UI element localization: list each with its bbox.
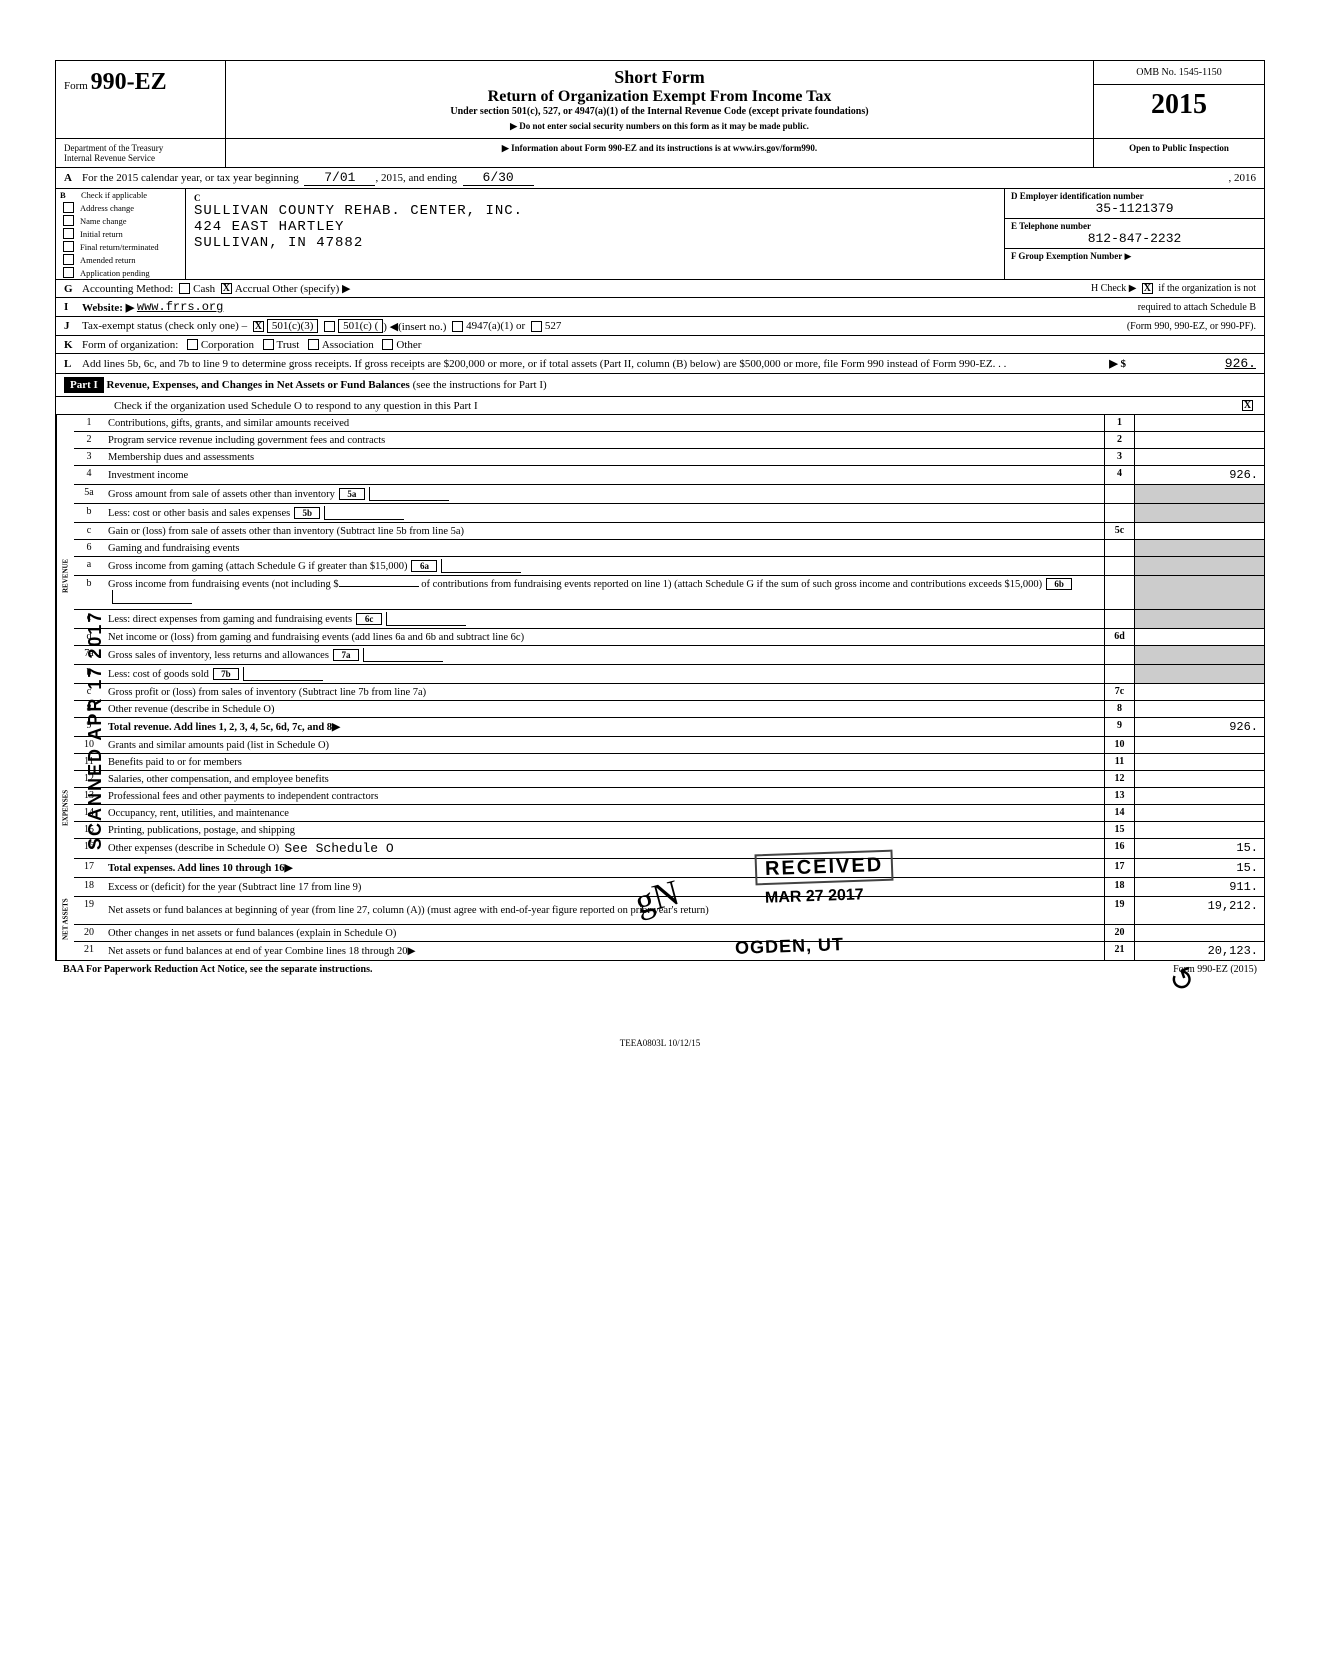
teea-code: TEEA0803L 10/12/15: [55, 1038, 1265, 1048]
line-14: 14Occupancy, rent, utilities, and mainte…: [74, 805, 1264, 822]
open-public: Open to Public Inspection: [1094, 139, 1264, 167]
cb-association[interactable]: [308, 339, 319, 350]
return-title: Return of Organization Exempt From Incom…: [232, 88, 1087, 106]
section-d: D Employer identification number 35-1121…: [1005, 189, 1264, 219]
line-7a: 7aGross sales of inventory, less returns…: [74, 646, 1264, 665]
header-left: Form 990-EZ: [56, 61, 226, 138]
cb-corporation[interactable]: [187, 339, 198, 350]
line-6c: cLess: direct expenses from gaming and f…: [74, 610, 1264, 629]
line-g: G Accounting Method: Cash Accrual Other …: [56, 280, 1264, 298]
cb-accrual[interactable]: [221, 283, 232, 294]
cb-amended[interactable]: Amended return: [56, 253, 185, 266]
line-k: K Form of organization: Corporation Trus…: [56, 336, 1264, 354]
org-name: SULLIVAN COUNTY REHAB. CENTER, INC.: [194, 203, 996, 219]
header-center: Short Form Return of Organization Exempt…: [226, 61, 1094, 138]
line-6a: aGross income from gaming (attach Schedu…: [74, 557, 1264, 576]
section-c: C SULLIVAN COUNTY REHAB. CENTER, INC. 42…: [186, 189, 1004, 279]
line-11: 11Benefits paid to or for members11: [74, 754, 1264, 771]
tax-end[interactable]: 6/30: [463, 170, 534, 186]
cb-501c3[interactable]: [253, 321, 264, 332]
subtitle2: ▶ Do not enter social security numbers o…: [232, 121, 1087, 132]
info-link: ▶ Information about Form 990-EZ and its …: [226, 139, 1094, 167]
header-right: OMB No. 1545-1150 2015: [1094, 61, 1264, 138]
org-address: 424 EAST HARTLEY: [194, 219, 996, 235]
line-12: 12Salaries, other compensation, and empl…: [74, 771, 1264, 788]
cb-other[interactable]: [382, 339, 393, 350]
cb-final-return[interactable]: Final return/terminated: [56, 240, 185, 253]
sub-header: Department of the Treasury Internal Reve…: [56, 139, 1264, 168]
cb-cash[interactable]: [179, 283, 190, 294]
part1-check: Check if the organization used Schedule …: [56, 397, 1264, 415]
tax-begin[interactable]: 7/01: [304, 170, 375, 186]
ogden-stamp: OGDEN, UT: [735, 934, 845, 959]
scanned-stamp: SCANNED APR 17 2017: [85, 611, 106, 850]
line-6: 6Gaming and fundraising events: [74, 540, 1264, 557]
line-9: 9Total revenue. Add lines 1, 2, 3, 4, 5c…: [74, 718, 1264, 737]
line-a: A For the 2015 calendar year, or tax yea…: [56, 168, 1264, 189]
line-20: 20Other changes in net assets or fund ba…: [74, 925, 1264, 942]
ein: 35-1121379: [1011, 201, 1258, 216]
received-date-stamp: MAR 27 2017: [765, 886, 864, 907]
line-6b: bGross income from fundraising events (n…: [74, 576, 1264, 610]
line-3: 3Membership dues and assessments3: [74, 449, 1264, 466]
form-990ez: Form 990-EZ Short Form Return of Organiz…: [55, 60, 1265, 961]
footer: BAA For Paperwork Reduction Act Notice, …: [55, 961, 1265, 978]
section-e: E Telephone number 812-847-2232: [1005, 219, 1264, 249]
form-label: Form: [64, 80, 88, 92]
line-10: 10Grants and similar amounts paid (list …: [74, 737, 1264, 754]
dept-treasury: Department of the Treasury Internal Reve…: [56, 139, 226, 167]
cb-schedule-b[interactable]: [1142, 283, 1153, 294]
org-city: SULLIVAN, IN 47882: [194, 235, 996, 251]
line-5b: bLess: cost or other basis and sales exp…: [74, 504, 1264, 523]
assets-label: NET ASSETS: [56, 878, 74, 960]
revenue-label: REVENUE: [56, 415, 74, 737]
line-l: L Add lines 5b, 6c, and 7b to line 9 to …: [56, 354, 1264, 374]
cb-501c[interactable]: [324, 321, 335, 332]
section-h: H Check ▶ if the organization is not: [1091, 283, 1256, 294]
part1-header: Part I Revenue, Expenses, and Changes in…: [56, 374, 1264, 397]
section-b-checkboxes: BCheck if applicable Address change Name…: [56, 189, 186, 279]
phone: 812-847-2232: [1011, 231, 1258, 246]
line-4: 4Investment income4926.: [74, 466, 1264, 485]
cb-initial-return[interactable]: Initial return: [56, 227, 185, 240]
line-8: 8Other revenue (describe in Schedule O)8: [74, 701, 1264, 718]
expenses-label: EXPENSES: [56, 737, 74, 878]
cb-address-change[interactable]: Address change: [56, 201, 185, 214]
section-bcdef: BCheck if applicable Address change Name…: [56, 189, 1264, 280]
line-16: 16Other expenses (describe in Schedule O…: [74, 839, 1264, 859]
line-7b: bLess: cost of goods sold7b: [74, 665, 1264, 684]
website-url: www.frrs.org: [137, 300, 223, 314]
line-5c: cGain or (loss) from sale of assets othe…: [74, 523, 1264, 540]
line-5a: 5aGross amount from sale of assets other…: [74, 485, 1264, 504]
cb-name-change[interactable]: Name change: [56, 214, 185, 227]
line-7c: cGross profit or (loss) from sales of in…: [74, 684, 1264, 701]
short-form-title: Short Form: [232, 67, 1087, 88]
baa-notice: BAA For Paperwork Reduction Act Notice, …: [63, 964, 373, 975]
line-1: 1Contributions, gifts, grants, and simil…: [74, 415, 1264, 432]
subtitle1: Under section 501(c), 527, or 4947(a)(1)…: [232, 106, 1087, 117]
cb-4947[interactable]: [452, 321, 463, 332]
line-i: I Website: ▶ www.frrs.org required to at…: [56, 298, 1264, 317]
cb-527[interactable]: [531, 321, 542, 332]
cb-trust[interactable]: [263, 339, 274, 350]
line-13: 13Professional fees and other payments t…: [74, 788, 1264, 805]
form-header: Form 990-EZ Short Form Return of Organiz…: [56, 61, 1264, 139]
section-f: F Group Exemption Number ▶: [1005, 249, 1264, 264]
line-21: 21Net assets or fund balances at end of …: [74, 942, 1264, 960]
received-stamp: RECEIVED: [755, 850, 894, 886]
section-def: D Employer identification number 35-1121…: [1004, 189, 1264, 279]
gross-receipts: 926.: [1126, 356, 1256, 371]
tax-year: 2015: [1094, 85, 1264, 125]
line-j: J Tax-exempt status (check only one) – 5…: [56, 317, 1264, 336]
line-15: 15Printing, publications, postage, and s…: [74, 822, 1264, 839]
form-number: 990-EZ: [91, 69, 167, 95]
line-6d: dNet income or (loss) from gaming and fu…: [74, 629, 1264, 646]
cb-application-pending[interactable]: Application pending: [56, 266, 185, 279]
cb-schedule-o[interactable]: [1242, 400, 1253, 411]
omb-number: OMB No. 1545-1150: [1094, 61, 1264, 85]
line-2: 2Program service revenue including gover…: [74, 432, 1264, 449]
